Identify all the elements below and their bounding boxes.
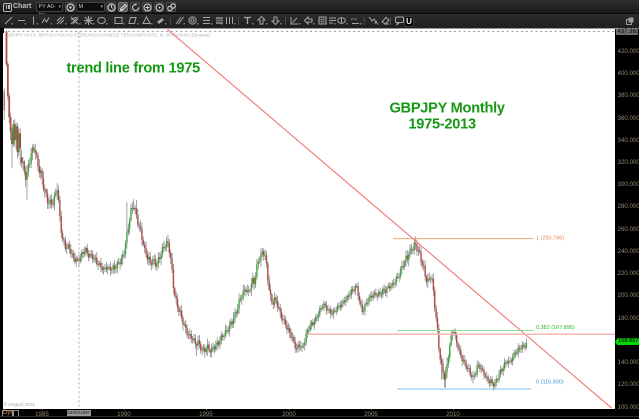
svg-text:PTI: PTI xyxy=(351,17,357,22)
svg-text:1 (250.796): 1 (250.796) xyxy=(536,236,564,242)
svg-text:GBPJPY A0-FX, BRITISH POUND ST: GBPJPY A0-FX, BRITISH POUND STERLING/JAP… xyxy=(5,32,210,37)
svg-text:trend line from 1975: trend line from 1975 xyxy=(66,60,200,76)
svg-text:0.382 (167.895): 0.382 (167.895) xyxy=(536,325,575,331)
svg-text:0 (116.930): 0 (116.930) xyxy=(536,380,564,386)
svg-text:GBPJPY Monthly: GBPJPY Monthly xyxy=(389,101,505,117)
svg-text:1975-2013: 1975-2013 xyxy=(408,117,476,133)
